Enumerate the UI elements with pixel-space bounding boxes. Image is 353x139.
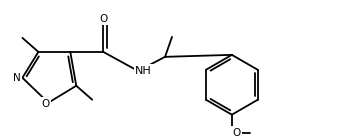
Text: O: O <box>233 128 241 138</box>
Text: NH: NH <box>135 66 152 76</box>
Text: O: O <box>99 14 107 24</box>
Text: N: N <box>13 73 20 83</box>
Text: O: O <box>41 99 49 109</box>
